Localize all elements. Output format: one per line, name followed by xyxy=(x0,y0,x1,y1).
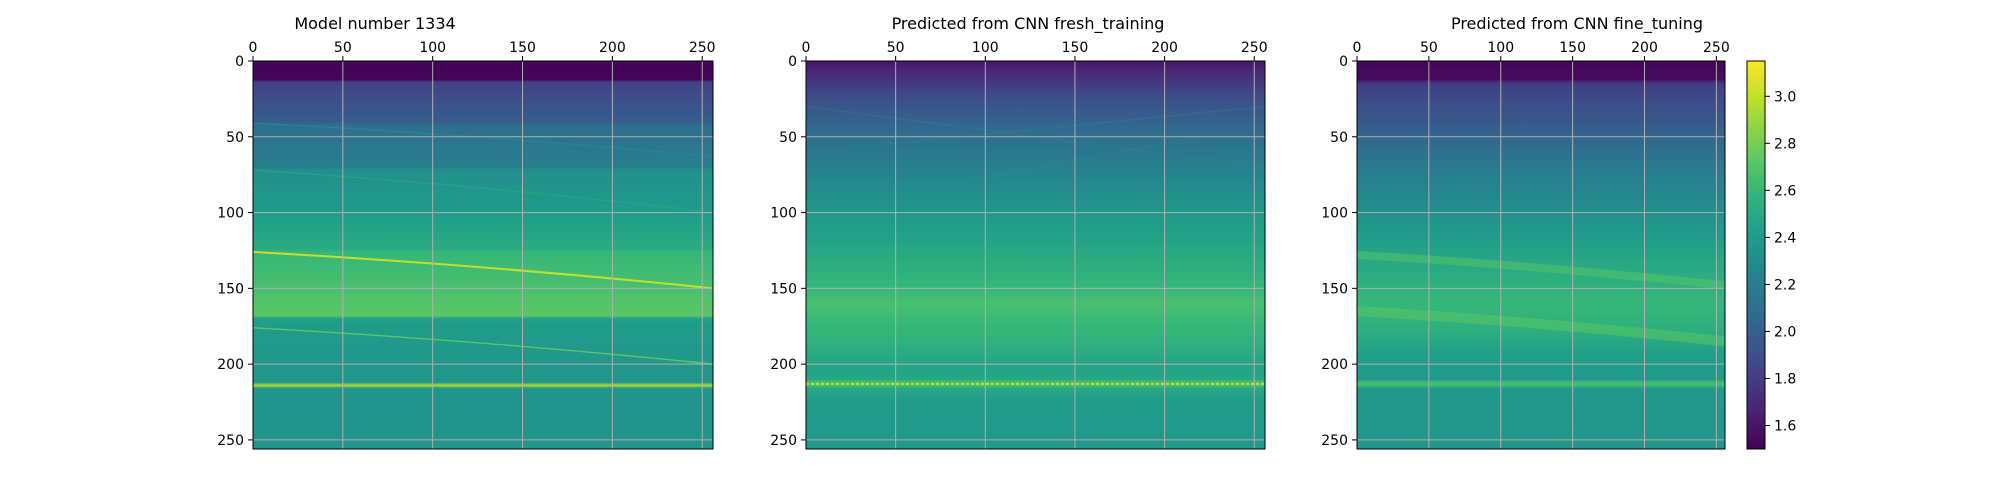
y-tick-label: 50 xyxy=(779,130,797,146)
axes-frame xyxy=(1356,60,1726,450)
heatmap-area: 0 50 100 150 200 250 0 50 100 150 200 250 xyxy=(1321,40,1730,450)
panel-title: Model number 1334 xyxy=(294,14,455,33)
x-tick-label: 200 xyxy=(1151,40,1178,56)
x-tick-label: 250 xyxy=(1241,40,1268,56)
y-tick-label: 0 xyxy=(1339,54,1348,70)
colorbar-tick-label: 2.6 xyxy=(1774,183,1796,199)
colorbar-tick-label: 2.8 xyxy=(1774,136,1796,152)
x-tick-label: 150 xyxy=(509,40,536,56)
panel-fresh-training: Predicted from CNN fresh_training 0 50 100… xyxy=(770,14,1268,450)
x-tick-label: 100 xyxy=(1487,40,1514,56)
interface-line xyxy=(252,250,714,290)
x-tick-label: 0 xyxy=(1353,40,1362,56)
y-tick-label: 0 xyxy=(788,54,797,70)
y-tick-label: 50 xyxy=(1330,130,1348,146)
y-tick-label: 100 xyxy=(1321,206,1348,222)
colorbar-tick-label: 1.8 xyxy=(1774,371,1796,387)
panel-model: Model number 1334 0 50 100 150 200 250 0 50 100 1… xyxy=(217,14,716,450)
heatmap-area: 0 50 100 150 200 250 0 50 100 150 200 250 xyxy=(770,40,1268,450)
axes-frame xyxy=(252,60,714,450)
y-tick-label: 200 xyxy=(217,357,244,373)
artefact-streak xyxy=(877,135,1201,199)
artefact-streak xyxy=(805,105,1266,153)
interface-line xyxy=(252,169,714,214)
colorbar-tick-label: 2.0 xyxy=(1774,324,1796,340)
interface-band xyxy=(1356,251,1726,290)
y-tick-label: 150 xyxy=(217,281,244,297)
y-tick-label: 150 xyxy=(1321,281,1348,297)
heatmap-area: 0 50 100 150 200 250 0 50 100 150 200 250 xyxy=(217,40,716,450)
interface-line xyxy=(252,122,714,158)
x-tick-label: 250 xyxy=(1703,40,1730,56)
y-tick-label: 150 xyxy=(770,281,797,297)
interface-band xyxy=(1356,306,1726,347)
colorbar-tick-label: 2.4 xyxy=(1774,230,1796,246)
colorbar-tick-label: 2.2 xyxy=(1774,277,1796,293)
y-tick-label: 0 xyxy=(235,54,244,70)
y-tick-label: 100 xyxy=(217,206,244,222)
x-tick-label: 50 xyxy=(1420,40,1438,56)
panel-title: Predicted from CNN fresh_training xyxy=(892,14,1165,34)
panel-fine-tuning: Predicted from CNN fine_tuning 0 50 100 150… xyxy=(1321,14,1730,450)
x-tick-label: 50 xyxy=(887,40,905,56)
interface-line xyxy=(252,327,714,365)
x-tick-label: 100 xyxy=(972,40,999,56)
heatmap-image xyxy=(806,61,1265,449)
heatmap-image xyxy=(253,61,713,449)
y-tick-label: 100 xyxy=(770,206,797,222)
colorbar-tick-label: 3.0 xyxy=(1774,89,1796,105)
panel-title: Predicted from CNN fine_tuning xyxy=(1451,14,1703,34)
x-tick-label: 200 xyxy=(599,40,626,56)
x-tick-label: 100 xyxy=(419,40,446,56)
x-tick-label: 150 xyxy=(1559,40,1586,56)
colorbar-gradient xyxy=(1746,60,1766,450)
y-tick-label: 250 xyxy=(217,433,244,449)
axes-frame xyxy=(805,60,1266,450)
x-tick-label: 150 xyxy=(1062,40,1089,56)
colorbar: 1.6 1.8 2.0 2.2 2.4 2.6 2.8 3.0 xyxy=(1746,60,1796,450)
x-tick-label: 0 xyxy=(249,40,258,56)
y-tick-label: 50 xyxy=(226,130,244,146)
x-tick-label: 200 xyxy=(1631,40,1658,56)
x-tick-label: 250 xyxy=(689,40,716,56)
y-tick-label: 250 xyxy=(770,433,797,449)
colorbar-tick-label: 1.6 xyxy=(1774,418,1796,434)
x-tick-label: 50 xyxy=(334,40,352,56)
y-tick-label: 200 xyxy=(770,357,797,373)
y-tick-label: 250 xyxy=(1321,433,1348,449)
y-tick-label: 200 xyxy=(1321,357,1348,373)
x-tick-label: 0 xyxy=(802,40,811,56)
